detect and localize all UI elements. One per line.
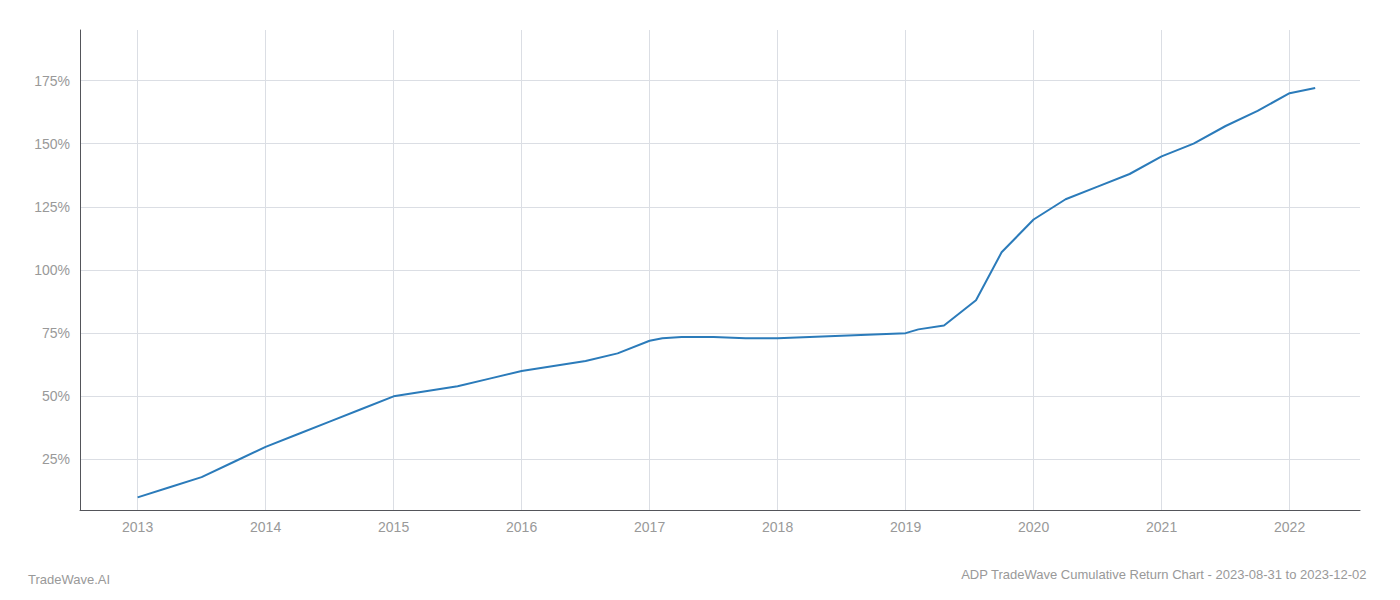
svg-text:100%: 100% (34, 262, 70, 278)
svg-text:125%: 125% (34, 199, 70, 215)
svg-text:50%: 50% (42, 388, 70, 404)
svg-text:2016: 2016 (506, 519, 537, 535)
svg-text:2021: 2021 (1146, 519, 1177, 535)
svg-text:2014: 2014 (250, 519, 281, 535)
svg-text:75%: 75% (42, 325, 70, 341)
svg-text:175%: 175% (34, 73, 70, 89)
svg-text:ADP TradeWave Cumulative Retur: ADP TradeWave Cumulative Return Chart - … (961, 567, 1366, 582)
svg-text:2020: 2020 (1018, 519, 1049, 535)
svg-text:2018: 2018 (762, 519, 793, 535)
svg-text:2013: 2013 (122, 519, 153, 535)
svg-text:2015: 2015 (378, 519, 409, 535)
svg-text:2019: 2019 (890, 519, 921, 535)
svg-text:2022: 2022 (1274, 519, 1305, 535)
svg-text:25%: 25% (42, 451, 70, 467)
svg-text:TradeWave.AI: TradeWave.AI (28, 572, 110, 587)
svg-text:150%: 150% (34, 136, 70, 152)
svg-text:2017: 2017 (634, 519, 665, 535)
